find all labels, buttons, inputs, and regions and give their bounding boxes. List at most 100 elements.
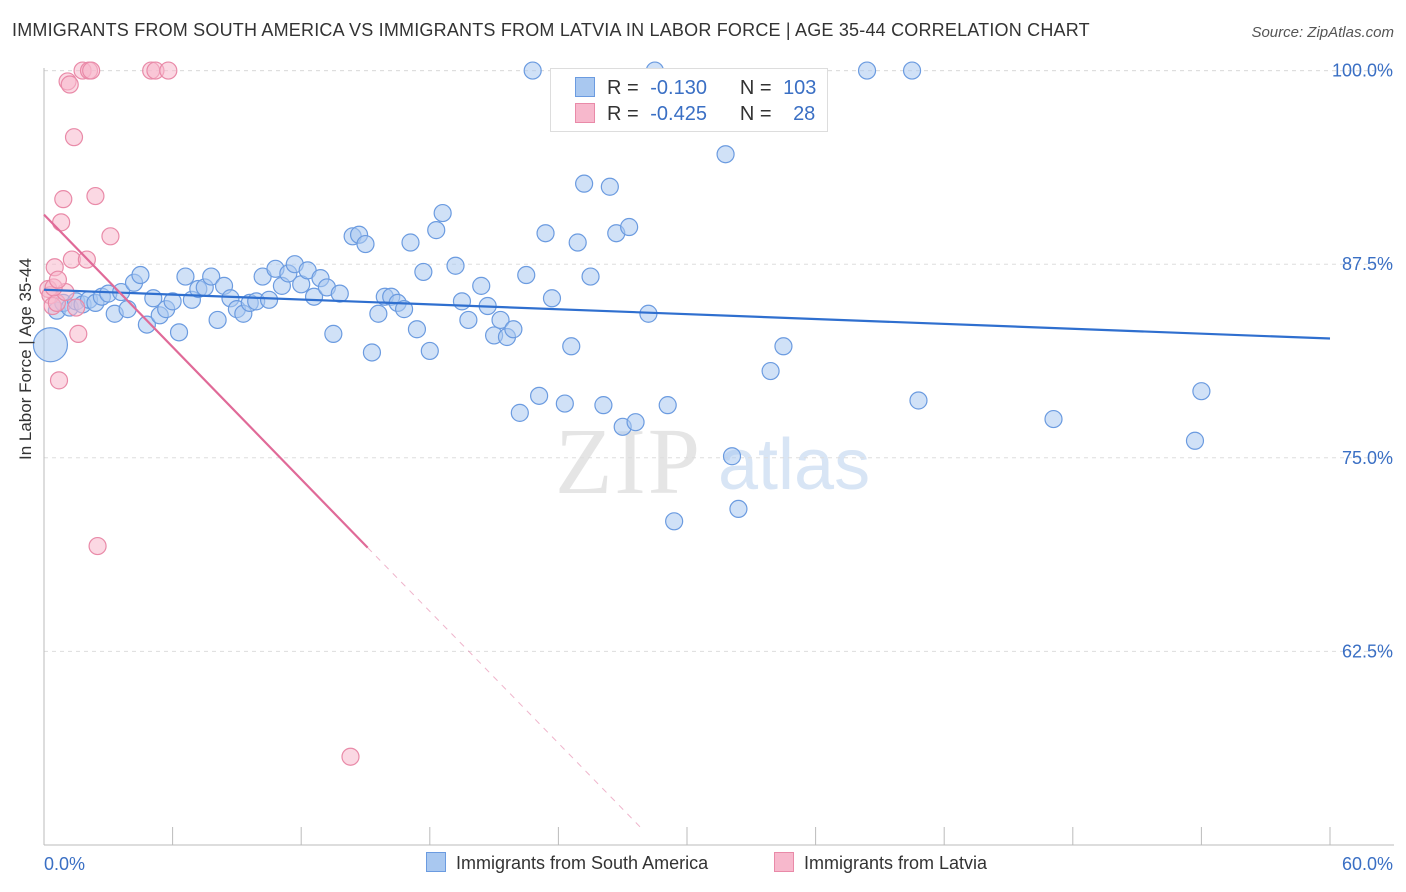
point-south-america bbox=[202, 267, 221, 286]
point-south-america bbox=[118, 300, 137, 319]
point-south-america bbox=[761, 361, 780, 381]
bottom-legend-label: Immigrants from South America bbox=[456, 853, 709, 873]
y-tick-label: 87.5% bbox=[1342, 254, 1393, 274]
point-south-america bbox=[620, 217, 639, 237]
point-latvia bbox=[67, 298, 86, 317]
point-latvia bbox=[88, 536, 107, 556]
y-tick-label: 62.5% bbox=[1342, 641, 1393, 661]
legend-n-value: 28 bbox=[793, 103, 816, 125]
x-tick-label: 0.0% bbox=[44, 854, 85, 874]
point-south-america bbox=[902, 61, 922, 80]
point-south-america bbox=[330, 284, 349, 303]
point-south-america bbox=[909, 391, 928, 410]
legend-row-south-america: R = -0.130 N = 103 bbox=[575, 77, 816, 101]
x-tick-label: 60.0% bbox=[1342, 854, 1393, 874]
legend-r-value: -0.130 bbox=[650, 77, 707, 99]
point-south-america bbox=[427, 221, 446, 240]
point-south-america bbox=[208, 310, 227, 330]
point-south-america bbox=[259, 290, 279, 309]
point-south-america bbox=[523, 61, 542, 80]
bottom-legend-label: Immigrants from Latvia bbox=[804, 853, 988, 873]
point-south-america bbox=[594, 396, 613, 415]
point-south-america bbox=[626, 413, 645, 432]
point-latvia bbox=[54, 190, 73, 209]
legend-n-label: N = bbox=[739, 103, 772, 125]
point-south-america bbox=[600, 177, 619, 196]
point-latvia bbox=[69, 324, 88, 343]
point-south-america bbox=[369, 304, 388, 323]
point-latvia bbox=[159, 61, 178, 80]
point-latvia bbox=[60, 75, 79, 94]
point-south-america bbox=[536, 224, 555, 243]
point-south-america bbox=[1185, 431, 1205, 450]
y-tick-label: 75.0% bbox=[1342, 448, 1393, 468]
legend-swatch-blue bbox=[575, 77, 595, 97]
point-south-america bbox=[857, 61, 877, 80]
bottom-legend-latvia: Immigrants from Latvia bbox=[774, 852, 987, 874]
point-latvia bbox=[82, 61, 101, 80]
point-south-america bbox=[568, 233, 587, 252]
legend-r-value: -0.425 bbox=[650, 103, 707, 125]
point-south-america bbox=[414, 262, 433, 282]
point-latvia bbox=[48, 270, 68, 289]
chart-title: IMMIGRANTS FROM SOUTH AMERICA VS IMMIGRA… bbox=[12, 20, 1090, 40]
point-south-america bbox=[555, 394, 574, 413]
point-south-america bbox=[562, 337, 581, 356]
point-south-america bbox=[362, 343, 382, 362]
point-south-america bbox=[517, 265, 536, 285]
point-south-america bbox=[401, 233, 420, 252]
point-south-america bbox=[542, 289, 562, 308]
point-south-america bbox=[324, 324, 343, 343]
legend-r-label: R = bbox=[607, 77, 639, 99]
legend-swatch-pink bbox=[575, 103, 595, 123]
point-south-america bbox=[163, 292, 182, 311]
point-latvia bbox=[86, 186, 105, 206]
legend-n-label: N = bbox=[739, 77, 772, 99]
point-south-america bbox=[420, 341, 439, 361]
point-south-america bbox=[176, 267, 195, 286]
trendline-latvia bbox=[43, 213, 369, 549]
legend-n-value: 103 bbox=[783, 77, 817, 99]
bottom-legend-south-america: Immigrants from South America bbox=[426, 852, 708, 874]
point-south-america bbox=[581, 267, 600, 286]
point-south-america bbox=[452, 292, 472, 311]
bottom-legend-swatch-pink bbox=[774, 852, 794, 872]
point-latvia bbox=[341, 747, 360, 766]
legend-r-label: R = bbox=[607, 103, 639, 125]
y-tick-label: 100.0% bbox=[1332, 61, 1393, 81]
point-latvia bbox=[49, 371, 69, 390]
point-south-america bbox=[530, 386, 549, 405]
point-south-america bbox=[137, 315, 156, 334]
point-south-america bbox=[356, 234, 375, 254]
point-south-america bbox=[407, 320, 427, 339]
point-south-america bbox=[32, 327, 69, 363]
point-south-america bbox=[131, 265, 150, 285]
point-south-america bbox=[575, 174, 594, 193]
point-south-america bbox=[510, 403, 529, 422]
point-south-america bbox=[504, 320, 523, 339]
point-south-america bbox=[722, 447, 742, 466]
point-south-america bbox=[716, 145, 735, 164]
point-south-america bbox=[433, 203, 452, 223]
point-south-america bbox=[658, 396, 677, 415]
point-south-america bbox=[459, 310, 478, 330]
point-latvia bbox=[101, 227, 120, 246]
y-axis-label: In Labor Force | Age 35-44 bbox=[16, 258, 35, 460]
bottom-legend-swatch-blue bbox=[426, 852, 446, 872]
point-south-america bbox=[472, 276, 491, 295]
legend-row-latvia: R = -0.425 N = 28 bbox=[575, 103, 815, 127]
trendline-south-america bbox=[43, 288, 1331, 340]
point-south-america bbox=[729, 499, 748, 519]
correlation-legend: R = -0.130 N = 103 R = -0.425 N = 28 bbox=[550, 68, 828, 132]
point-latvia bbox=[64, 128, 84, 147]
source-credit: Source: ZipAtlas.com bbox=[1251, 24, 1394, 41]
point-latvia bbox=[52, 213, 71, 232]
point-south-america bbox=[169, 323, 189, 342]
point-south-america bbox=[774, 337, 793, 356]
point-south-america bbox=[1192, 382, 1211, 401]
point-south-america bbox=[394, 300, 414, 319]
trendline-extension-latvia bbox=[367, 547, 645, 832]
point-south-america bbox=[665, 512, 684, 531]
